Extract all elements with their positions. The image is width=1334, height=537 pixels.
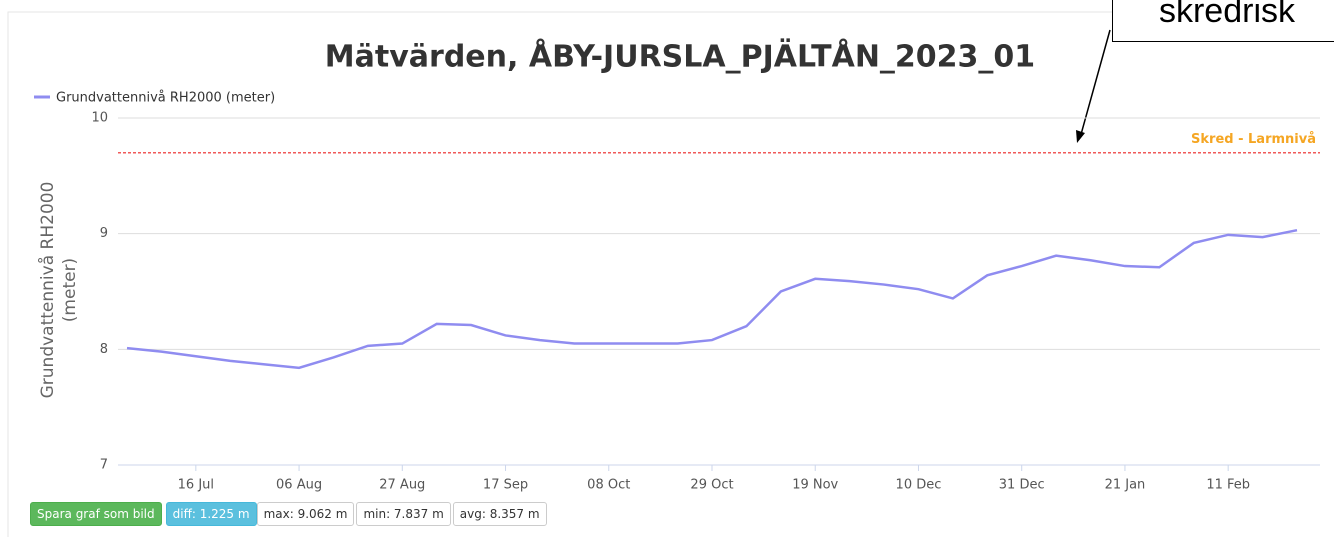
x-tick-label: 08 Oct (587, 478, 630, 493)
y-tick-label: 7 (100, 458, 108, 473)
legend-label: Grundvattennivå RH2000 (meter) (56, 91, 275, 106)
stat-badge: avg: 8.357 m (452, 502, 547, 526)
stat-badge: diff: 1.225 m (165, 502, 257, 526)
x-tick-label: 17 Sep (483, 478, 528, 493)
x-tick-label: 16 Jul (178, 478, 214, 493)
x-tick-label: 31 Dec (999, 478, 1045, 493)
x-tick-label: 19 Nov (792, 478, 838, 493)
arrow-head (1076, 130, 1085, 143)
y-tick-label: 8 (100, 342, 108, 357)
stat-badge: min: 7.837 m (356, 502, 451, 526)
x-tick-label: 11 Feb (1206, 478, 1250, 493)
y-axis-label: (meter) (60, 258, 80, 322)
y-tick-label: 10 (91, 111, 108, 126)
stat-badge: max: 9.062 m (256, 502, 355, 526)
chart-title: Mätvärden, ÅBY-JURSLA_PJÄLTÅN_2023_01 (325, 38, 1035, 75)
x-tick-label: 06 Aug (276, 478, 322, 493)
x-tick-label: 10 Dec (896, 478, 942, 493)
y-tick-label: 9 (100, 226, 108, 241)
button-bar: Spara graf som bild diff: 1.225 m max: 9… (30, 502, 549, 526)
chart-panel (7, 11, 1334, 537)
data-line (126, 228, 1298, 370)
threshold-label: Skred - Larmnivå (1191, 132, 1316, 147)
callout-arrow (1079, 29, 1111, 139)
x-tick-label: 27 Aug (379, 478, 425, 493)
callout: skredrisk (1112, 0, 1334, 42)
x-tick-label: 21 Jan (1105, 478, 1146, 493)
x-tick-label: 29 Oct (690, 478, 733, 493)
y-axis-label: Grundvattennivå RH2000 (37, 182, 58, 399)
save-button[interactable]: Spara graf som bild (30, 502, 162, 526)
